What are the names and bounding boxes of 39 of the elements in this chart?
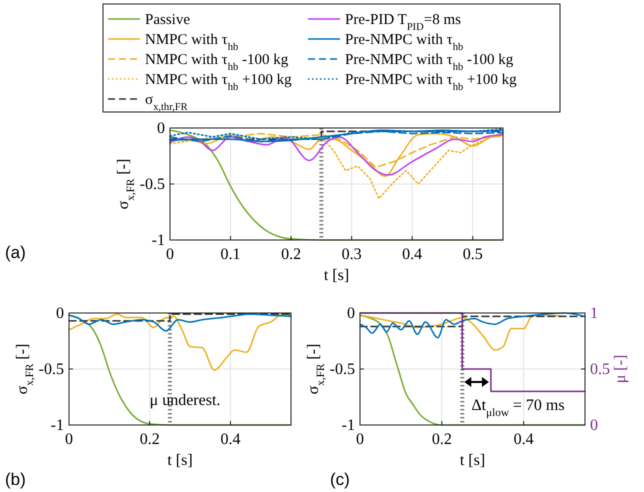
- y-tick-label: 0: [157, 120, 165, 137]
- legend-label: NMPC with τ$_{hb}$ -100 kg: [145, 52, 289, 72]
- x-tick-label: 0.1: [220, 246, 241, 263]
- legend-label: σ$_{x,thr,FR}$: [145, 92, 188, 112]
- x-tick-label: 0.2: [432, 431, 452, 448]
- legend-label: Pre-NMPC with τ$_{hb}$ +100 kg: [345, 72, 518, 92]
- annotation: Δt$_{μlow}$ = 70 ms: [471, 397, 565, 419]
- y2-axis-title: μ [-]: [612, 354, 629, 384]
- x-axis-title: t [s]: [460, 452, 486, 469]
- y2-tick-label: 0.5: [590, 361, 610, 378]
- y2-tick-label: 1: [590, 305, 598, 322]
- x-tick-label: 0.5: [462, 246, 483, 263]
- x-tick-label: 0.4: [402, 246, 422, 263]
- legend-label: Pre-NMPC with τ$_{hb}$: [345, 32, 464, 52]
- y-tick-label: -1: [152, 232, 165, 249]
- y-tick-label: -1: [342, 417, 355, 434]
- text: (a): [5, 243, 26, 262]
- text: (c): [330, 470, 350, 489]
- x-tick-label: 0.3: [342, 246, 362, 263]
- y-tick-label: 0: [347, 305, 355, 322]
- y-tick-label: -1: [50, 417, 64, 434]
- x-tick-label: 0.4: [220, 431, 240, 448]
- x-tick-label: 0.2: [140, 431, 160, 448]
- annotation: μ underest.: [150, 392, 220, 409]
- y-tick-label: -0.5: [330, 361, 355, 378]
- text: (b): [5, 470, 26, 489]
- legend-label: Pre-PID T$_{PID}$=8 ms: [345, 12, 462, 32]
- x-axis-title: t [s]: [167, 452, 193, 469]
- legend-label: NMPC with τ$_{hb}$ +100 kg: [145, 72, 292, 92]
- legend-label: Passive: [145, 12, 190, 28]
- x-axis-title: t [s]: [324, 267, 350, 284]
- y-tick-label: -0.5: [38, 361, 64, 378]
- y-tick-label: 0: [56, 305, 64, 322]
- y-tick-label: -0.5: [140, 176, 165, 193]
- x-tick-label: 0.4: [514, 431, 534, 448]
- x-tick-label: 0.2: [281, 246, 302, 263]
- legend-label: Pre-NMPC with τ$_{hb}$ -100 kg: [345, 52, 514, 72]
- y2-tick-label: 0: [590, 417, 598, 434]
- legend-label: NMPC with τ$_{hb}$: [145, 32, 238, 52]
